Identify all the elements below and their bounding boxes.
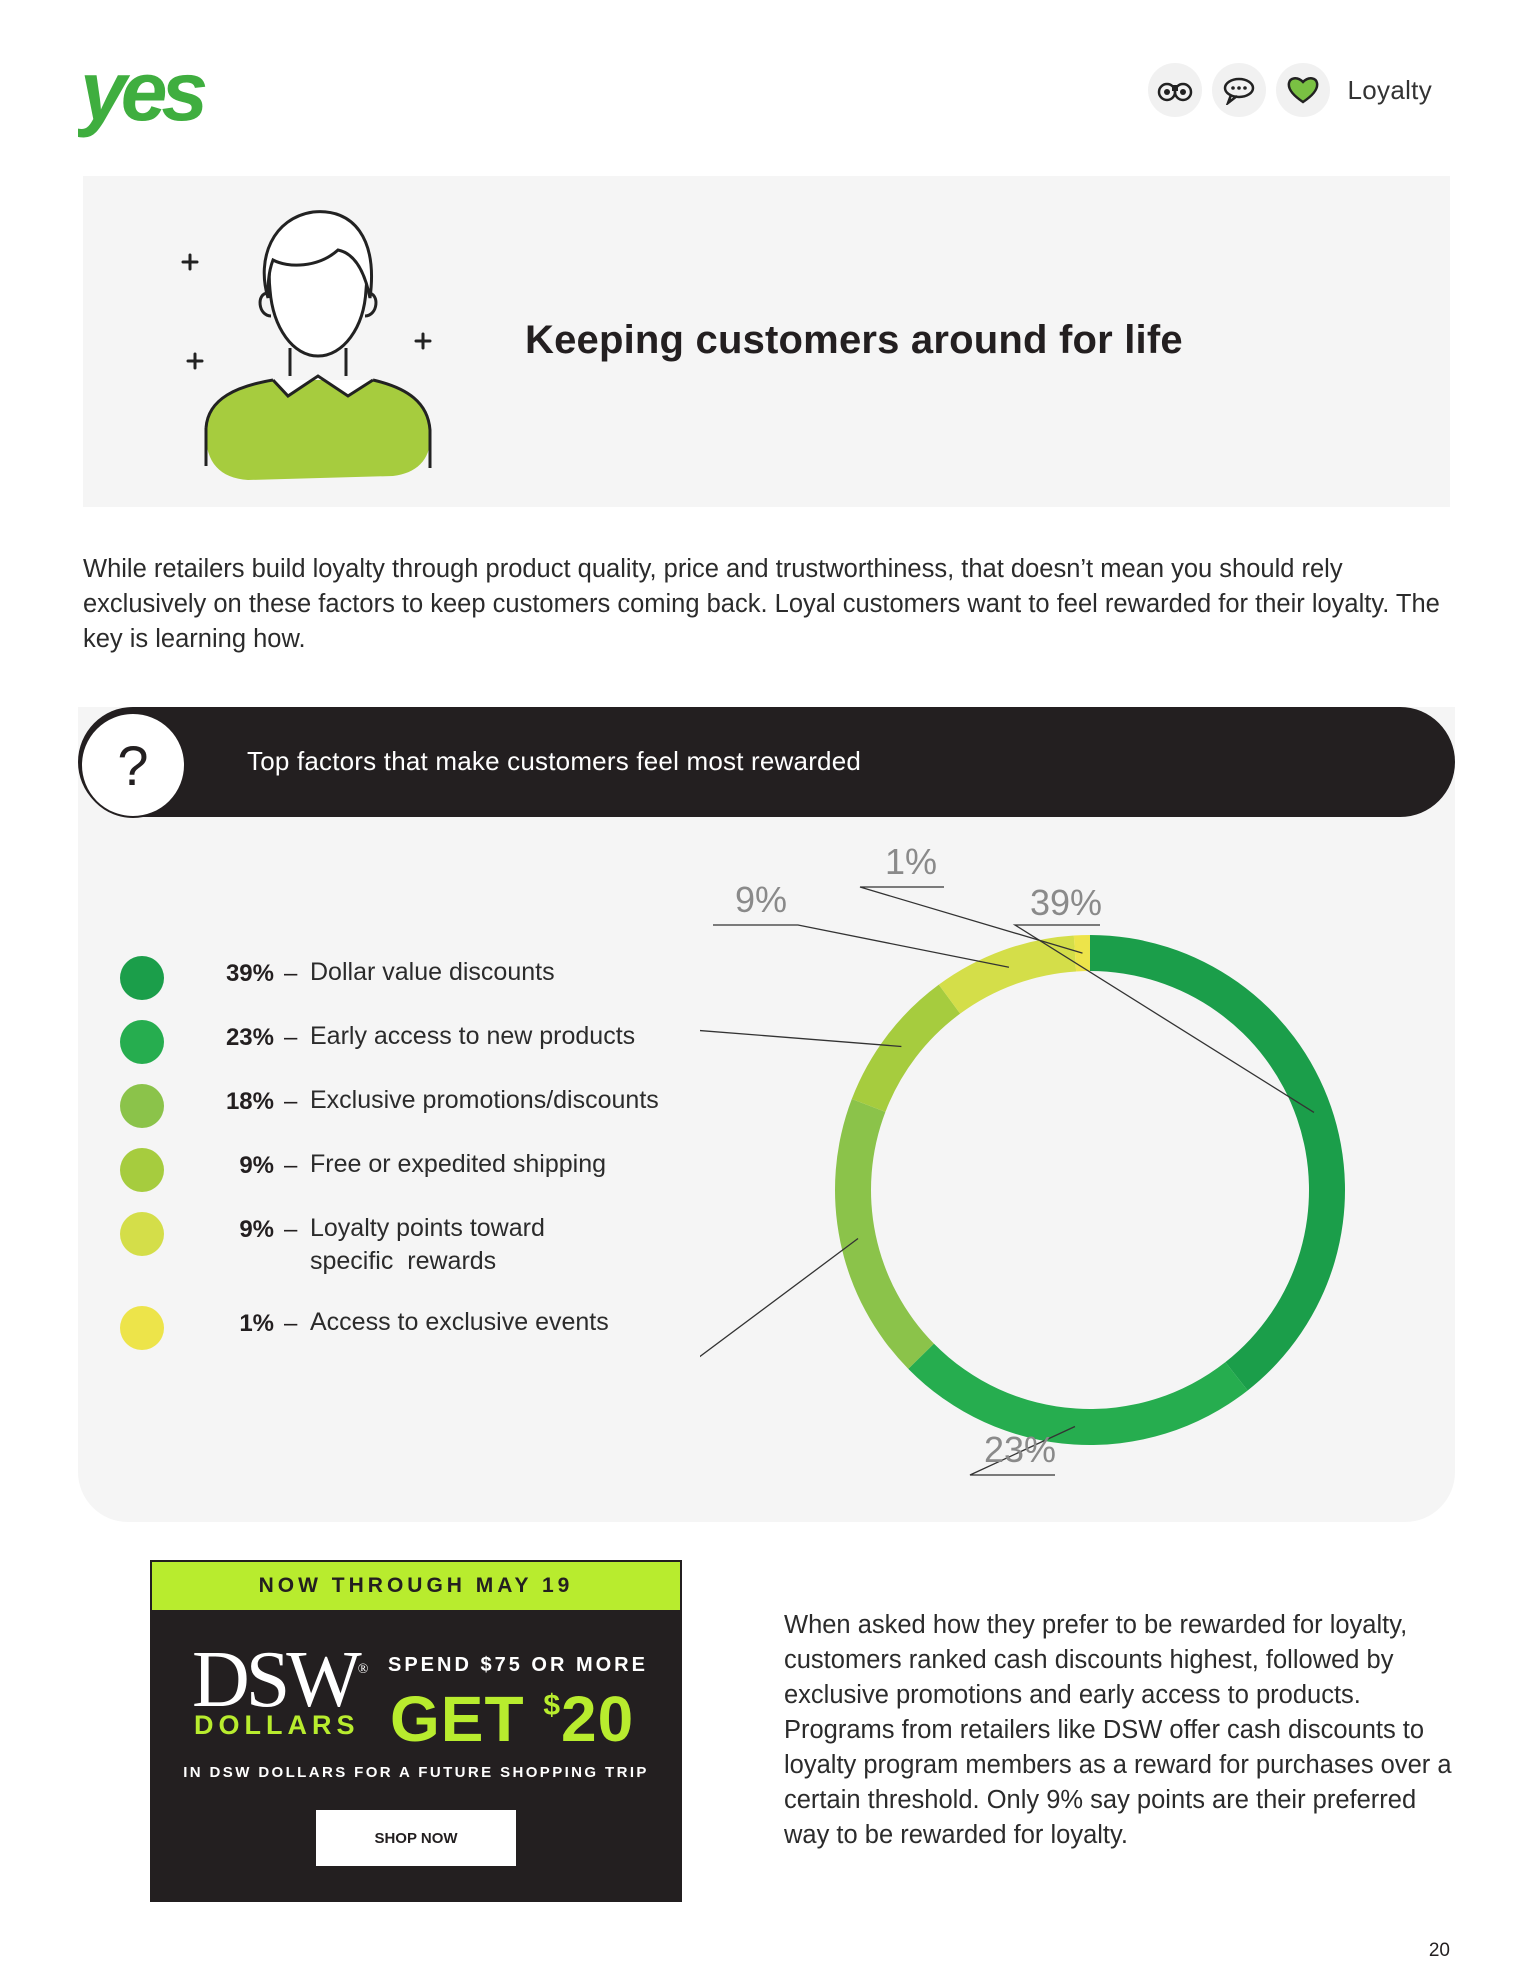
dsw-ad[interactable]: NOW THROUGH MAY 19 DSW® DOLLARS SPEND $7… [150, 1560, 682, 1902]
slice-value-label: 9% [735, 879, 787, 920]
legend-item: 18% – Exclusive promotions/discounts [120, 1084, 659, 1128]
legend-label: Access to exclusive events [310, 1308, 609, 1336]
legend-label: Early access to new products [310, 1022, 636, 1050]
leader-line [969, 1425, 1076, 1476]
slice-value-label: 1% [885, 841, 937, 882]
registered-mark: ® [357, 1662, 369, 1677]
donut-slice [908, 1343, 1248, 1445]
ad-spend-text: SPEND $75 OR MORE [388, 1654, 648, 1676]
legend-swatch [120, 1306, 164, 1350]
legend-label-line: specific rewards [310, 1247, 497, 1275]
binoculars-icon [1147, 63, 1202, 117]
leader-line [700, 1029, 902, 1048]
section-nav: Loyalty [1147, 62, 1432, 118]
intro-paragraph: While retailers build loyalty through pr… [83, 555, 1440, 653]
chart-title: Top factors that make customers feel mos… [247, 746, 862, 776]
ad-currency: $ [543, 1689, 562, 1722]
yes-logo: yes [78, 48, 211, 138]
chart-header-bar [78, 707, 1455, 817]
donut-slice [835, 1098, 934, 1369]
legend-item: 9% – Free or expedited shipping [120, 1148, 606, 1192]
shop-now-button[interactable]: SHOP NOW [316, 1810, 516, 1866]
legend-label: Free or expedited shipping [310, 1150, 607, 1178]
ad-get-word: GET [390, 1683, 525, 1755]
dsw-brand: DSW [192, 1636, 362, 1724]
ad-amount: 20 [561, 1683, 635, 1755]
hero-banner: Keeping customers around for life [83, 176, 1450, 507]
ad-banner: NOW THROUGH MAY 19 [152, 1562, 680, 1610]
donut-slice [851, 984, 961, 1112]
slice-value-label: 39% [1030, 882, 1102, 923]
legend-label: Exclusive promotions/discounts [310, 1086, 659, 1114]
legend-dash: – [284, 1216, 298, 1243]
slice-value-label: 23% [984, 1429, 1056, 1470]
legend-percent: 39% [225, 960, 274, 987]
legend-swatch [120, 1084, 164, 1128]
leader-line [1012, 924, 1315, 1114]
legend-percent: 1% [239, 1310, 274, 1337]
legend-dash: – [284, 960, 298, 987]
ad-future-text: IN DSW DOLLARS FOR A FUTURE SHOPPING TRI… [183, 1764, 649, 1781]
legend-dash: – [284, 1088, 298, 1115]
customer-illustration [181, 210, 432, 480]
legend-label: Loyalty points toward specific rewards [310, 1212, 545, 1278]
legend-item: 39% – Dollar value discounts [120, 956, 555, 1000]
legend-percent: 18% [225, 1088, 274, 1115]
leader-line [713, 924, 1010, 968]
legend-dash: – [284, 1152, 298, 1179]
legend-swatch [120, 956, 164, 1000]
legend-dash: – [284, 1310, 298, 1337]
legend-percent: 9% [239, 1216, 274, 1243]
donut-chart: 39%23%18%9%9%1% [700, 841, 1345, 1476]
svg-text:yes: yes [78, 48, 205, 138]
donut-slice [938, 935, 1077, 1014]
leader-line [700, 1238, 859, 1358]
ad-get-text: GET $20 [390, 1684, 634, 1754]
legend-item: 23% – Early access to new products [120, 1020, 635, 1064]
leader-line [859, 886, 1083, 954]
legend-percent: 23% [225, 1024, 274, 1051]
side-paragraph: When asked how they prefer to be rewarde… [784, 1611, 1452, 1849]
legend-swatch [120, 1020, 164, 1064]
legend-item: 1% – Access to exclusive events [120, 1306, 609, 1350]
legend-swatch [120, 1212, 164, 1256]
legend-item: 9% – Loyalty points toward specific rewa… [120, 1212, 545, 1278]
legend-dash: – [284, 1024, 298, 1051]
hero-title: Keeping customers around for life [525, 318, 1183, 362]
legend-label-line: Loyalty points toward [310, 1214, 545, 1242]
legend-label: Dollar value discounts [310, 958, 555, 986]
legend-swatch [120, 1148, 164, 1192]
speech-bubble-icon [1211, 63, 1266, 117]
dsw-logo: DSW® [192, 1640, 368, 1720]
section-label: Loyalty [1347, 74, 1432, 105]
dsw-dollars-text: DOLLARS [194, 1710, 360, 1740]
donut-slice [1090, 935, 1345, 1391]
question-mark-icon: ? [80, 712, 186, 818]
page-number: 20 [1428, 1940, 1450, 1961]
heart-icon [1275, 63, 1330, 117]
legend-percent: 9% [239, 1152, 274, 1179]
